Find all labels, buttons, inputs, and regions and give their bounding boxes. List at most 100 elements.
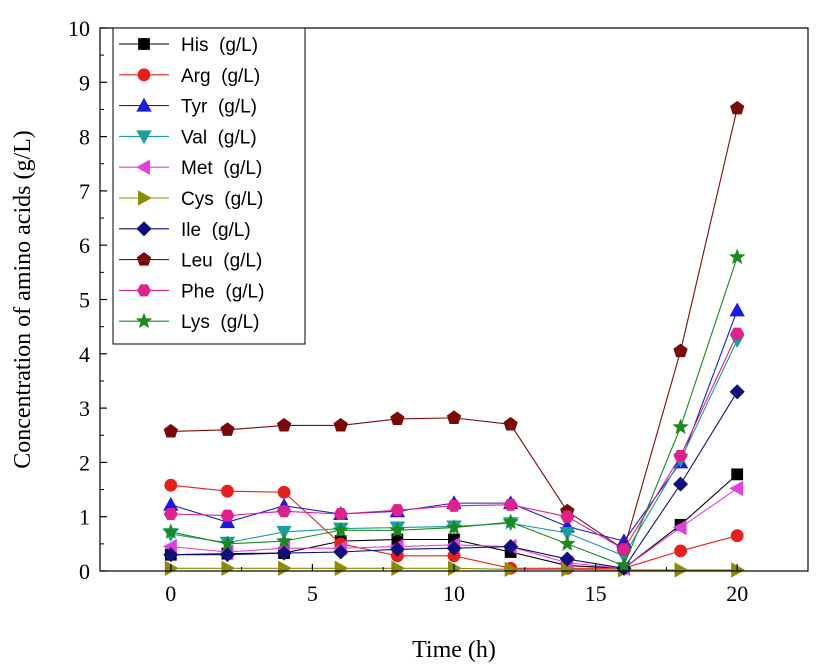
series-line-phe <box>170 333 738 551</box>
legend-marker <box>135 312 153 329</box>
legend: His (g/L) Arg (g/L) Tyr (g/L) Val (g/L) Met … <box>112 27 306 345</box>
legend-marker <box>137 190 152 206</box>
data-point-lys <box>275 532 293 549</box>
data-point-ile <box>446 540 462 556</box>
data-point-arg <box>164 478 178 492</box>
data-point-phe <box>730 327 745 340</box>
data-point-ile <box>559 551 575 567</box>
data-point-lys <box>162 523 179 539</box>
data-point-his <box>731 468 744 481</box>
x-tick-label: 0 <box>165 581 176 606</box>
y-tick-label: 9 <box>79 70 90 95</box>
legend-label: Met (g/L) <box>181 158 262 179</box>
data-point-ile <box>333 544 349 560</box>
data-point-arg <box>221 484 234 498</box>
legend-marker <box>136 159 151 175</box>
legend-marker <box>136 130 152 145</box>
data-point-phe <box>163 507 178 521</box>
legend-item-ile: Ile (g/L) <box>119 220 251 241</box>
series-lys <box>162 248 746 573</box>
y-tick-label: 10 <box>68 16 90 41</box>
y-tick-label: 0 <box>79 559 90 584</box>
axes: 0 5 10 15 20 0 1 2 3 4 5 6 7 8 9 10 <box>68 16 809 606</box>
legend-item-his: His (g/L) <box>119 35 258 56</box>
data-point-phe <box>390 504 405 517</box>
legend-marker <box>136 97 152 112</box>
data-point-ile <box>503 538 519 555</box>
data-point-leu <box>446 410 462 424</box>
plot-area <box>162 100 746 578</box>
data-point-cys <box>391 560 406 576</box>
legend-marker <box>138 38 150 50</box>
legend-label: Tyr (g/L) <box>181 97 257 118</box>
legend-item-phe: Phe (g/L) <box>119 281 264 302</box>
legend-label: Phe (g/L) <box>181 281 264 302</box>
legend-label: His (g/L) <box>181 35 258 56</box>
data-point-ile <box>219 547 236 563</box>
data-point-ile <box>729 384 745 400</box>
data-point-cys <box>731 562 746 578</box>
data-point-leu <box>390 411 405 426</box>
data-point-phe <box>616 543 631 556</box>
data-point-ile <box>672 476 689 492</box>
data-point-arg <box>277 485 291 499</box>
data-point-cys <box>221 560 236 576</box>
data-point-phe <box>503 498 518 511</box>
legend-item-lys: Lys (g/L) <box>119 312 260 333</box>
data-point-cys <box>504 561 519 578</box>
y-tick-label: 5 <box>79 288 90 313</box>
data-point-arg <box>674 544 687 558</box>
y-tick-label: 6 <box>79 233 90 258</box>
data-point-phe <box>277 505 292 518</box>
data-point-lys <box>672 418 689 435</box>
y-axis-title: Concentration of amino acids (g/L) <box>10 130 36 469</box>
legend-label: Lys (g/L) <box>181 312 260 333</box>
data-point-phe <box>673 449 688 462</box>
y-tick-label: 2 <box>79 450 90 475</box>
legend-item-arg: Arg (g/L) <box>119 66 260 87</box>
x-axis-title: Time (h) <box>412 637 496 663</box>
data-point-tyr <box>729 302 745 317</box>
legend-label: Val (g/L) <box>181 127 257 148</box>
y-tick-label: 4 <box>79 342 90 367</box>
data-point-cys <box>334 560 349 576</box>
data-point-phe <box>333 507 348 521</box>
y-tick-label: 8 <box>79 125 90 150</box>
data-point-lys <box>332 521 349 538</box>
legend-item-val: Val (g/L) <box>119 127 257 148</box>
data-point-lys <box>502 513 519 530</box>
data-point-leu <box>276 417 292 432</box>
legend-item-met: Met (g/L) <box>119 158 262 179</box>
x-tick-label: 5 <box>307 581 318 606</box>
data-point-leu <box>333 417 348 432</box>
legend-label: Arg (g/L) <box>181 66 260 87</box>
data-point-phe <box>560 510 575 523</box>
y-tick-label: 7 <box>79 179 90 204</box>
legend-label: Leu (g/L) <box>181 251 262 272</box>
x-tick-label: 10 <box>443 581 465 606</box>
data-point-leu <box>503 416 518 431</box>
data-point-met <box>729 480 744 497</box>
data-point-lys <box>445 518 463 535</box>
data-point-lys <box>615 556 633 573</box>
legend-marker <box>137 284 151 297</box>
data-point-ile <box>276 545 292 561</box>
data-point-leu <box>730 100 745 115</box>
data-point-lys <box>559 535 576 551</box>
data-point-lys <box>389 521 406 538</box>
data-point-leu <box>220 422 235 436</box>
data-point-phe <box>220 509 235 522</box>
series-cys <box>164 560 746 578</box>
legend-marker <box>137 68 151 82</box>
data-point-leu <box>673 343 688 358</box>
data-point-met <box>672 519 687 536</box>
legend-item-cys: Cys (g/L) <box>119 189 263 210</box>
data-point-lys <box>729 248 746 265</box>
y-tick-label: 3 <box>79 396 90 421</box>
series-ile <box>163 384 745 576</box>
y-tick-label: 1 <box>79 505 90 530</box>
data-point-phe <box>447 499 461 512</box>
legend-marker <box>136 252 152 266</box>
x-tick-label: 15 <box>585 581 607 606</box>
